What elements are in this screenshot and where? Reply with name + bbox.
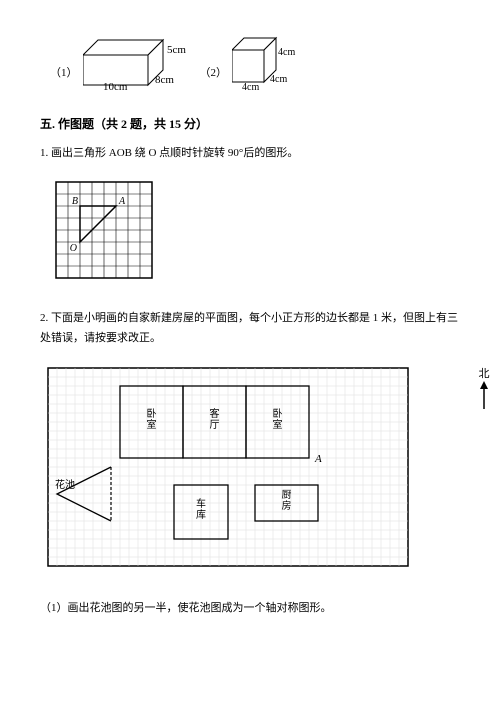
question-1-text: 1. 画出三角形 AOB 绕 O 点顺时针旋转 90°后的图形。: [40, 144, 460, 164]
svg-text:B: B: [72, 196, 78, 207]
svg-text:卧: 卧: [273, 407, 283, 420]
cuboid-figure: 5cm 8cm 10cm: [83, 35, 188, 90]
figure-2-label: （2）: [200, 64, 228, 80]
cuboid-dim-w: 8cm: [155, 74, 174, 86]
svg-text:厅: 厅: [210, 420, 220, 431]
figure-1-label: （1）: [50, 64, 78, 80]
question-2-sub1: （1）画出花池图的另一半，使花池图成为一个轴对称图形。: [40, 599, 460, 619]
cube-figure: 4cm 4cm 4cm: [232, 35, 302, 90]
svg-text:A: A: [314, 453, 322, 465]
cube-dim-h: 4cm: [278, 47, 295, 58]
question-2-text: 2. 下面是小明画的自家新建房屋的平面图，每个小正方形的边长都是 1 米，但图上…: [40, 309, 460, 349]
north-arrow-icon: [478, 381, 490, 411]
triangle-rotation-diagram: B A O: [50, 176, 460, 284]
svg-text:客: 客: [210, 407, 220, 420]
svg-text:卧: 卧: [147, 407, 157, 420]
svg-text:车: 车: [196, 497, 206, 510]
figures-row: （1） 5cm 8cm 10cm （2） 4cm 4cm 4cm: [50, 35, 460, 90]
svg-text:O: O: [70, 243, 77, 254]
section-5-title: 五. 作图题（共 2 题，共 15 分）: [40, 115, 460, 132]
cube-dim-l: 4cm: [242, 82, 259, 90]
cuboid-dim-h: 5cm: [167, 44, 186, 56]
svg-text:室: 室: [147, 418, 157, 431]
svg-text:花池: 花池: [55, 478, 75, 491]
svg-text:库: 库: [196, 508, 206, 521]
north-indicator: 北: [478, 365, 490, 411]
north-label: 北: [478, 365, 490, 381]
svg-text:室: 室: [273, 418, 283, 431]
floorplan-diagram: 卧室客厅卧室车库厨房A花池 北: [40, 360, 460, 574]
svg-text:A: A: [118, 196, 126, 207]
cube-dim-w: 4cm: [270, 74, 287, 85]
svg-text:厨: 厨: [282, 489, 292, 501]
svg-text:房: 房: [282, 499, 292, 512]
cuboid-dim-l: 10cm: [103, 81, 128, 90]
